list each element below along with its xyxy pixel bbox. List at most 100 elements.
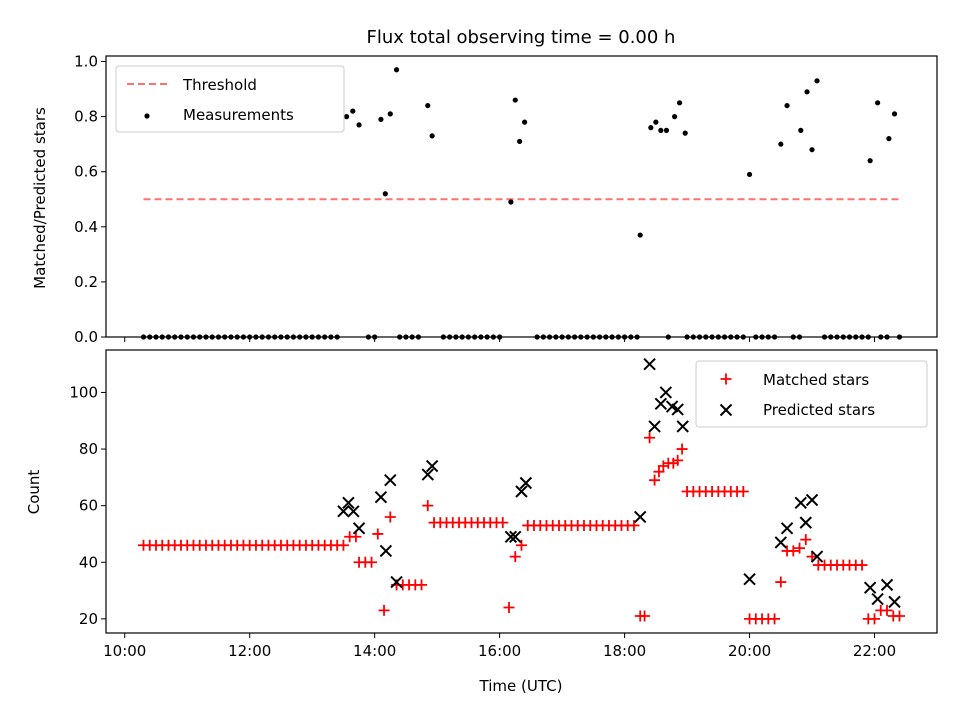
measurement-point [343, 114, 350, 120]
predicted-star-point [659, 386, 673, 399]
matched-star-point [422, 500, 434, 512]
measurement-point [658, 127, 664, 133]
chart-title: Flux total observing time = 0.00 h [367, 27, 676, 48]
matched-star-point [881, 604, 893, 616]
measurement-point [522, 119, 528, 125]
threshold-legend-label: Threshold [182, 76, 257, 94]
measurement-point [676, 100, 683, 106]
matched-star-point [378, 604, 390, 616]
measurement-point [814, 78, 820, 84]
predicted-star-point [425, 459, 439, 473]
y-tick-label: 0.2 [74, 273, 98, 291]
measurement-point [429, 133, 435, 139]
matched-star-point [497, 517, 509, 529]
matched-star-point [644, 432, 656, 444]
predicted-star-point [352, 522, 366, 535]
measurement-point [778, 141, 784, 147]
matched-star-point [653, 466, 665, 478]
matched-star-point [769, 613, 781, 625]
matched-star-point [416, 579, 428, 591]
y-tick-label: 20 [79, 610, 98, 628]
y-tick-label: 0.8 [74, 108, 98, 126]
matched-star-point [794, 542, 806, 554]
matched-star-point [676, 443, 688, 455]
bottom-legend-box [695, 360, 928, 428]
matched-star-point [894, 610, 906, 622]
measurement-point [425, 102, 431, 109]
x-tick-label: 18:00 [603, 642, 646, 660]
measurement-point [891, 111, 898, 117]
y-tick-label: 1.0 [74, 53, 98, 71]
count-panel: 20 40 60 80 100 10:00 12:00 14:00 16:00 18:00 20:0… [69, 349, 938, 660]
ratio-panel: 0.0 0.2 0.4 0.6 0.8 1.0 Threshold Measurements [74, 53, 938, 346]
x-tick-label: 10:00 [103, 642, 146, 660]
predicted-star-point [888, 595, 901, 609]
top-legend-box [115, 65, 345, 133]
predicted-star-point [880, 578, 894, 592]
predicted-star-point [648, 420, 661, 433]
predicted-star-point [871, 592, 884, 606]
measurement-point [886, 136, 892, 142]
matched-star-point [775, 576, 787, 588]
top-y-axis-label: Matched/Predicted stars [31, 107, 49, 289]
matched-star-point [503, 602, 515, 614]
predicted-star-point [374, 490, 388, 504]
x-tick-label: 12:00 [228, 642, 271, 660]
predicted-star-point [342, 496, 355, 510]
predicted-star-point [799, 516, 812, 529]
y-tick-label: 0.4 [74, 218, 98, 236]
matched-star-point [384, 511, 396, 523]
measurement-point [663, 127, 670, 133]
predicted-star-point [743, 573, 756, 586]
measurement-point [671, 114, 678, 120]
x-tick-label: 16:00 [478, 642, 521, 660]
x-tick-label: 14:00 [353, 642, 396, 660]
top-legend: Threshold Measurements [115, 65, 345, 133]
predicted-star-point [515, 485, 528, 498]
measurements-legend-label: Measurements [183, 106, 294, 124]
matched-legend-label: Matched stars [763, 371, 869, 389]
measurement-point [867, 158, 873, 164]
y-tick-label: 80 [79, 440, 98, 458]
bottom-legend: Matched stars Predicted stars [695, 360, 928, 428]
matched-star-point [787, 545, 799, 557]
measurement-point [653, 119, 659, 125]
y-tick-label: 0.0 [74, 328, 98, 346]
y-tick-label: 60 [79, 497, 98, 515]
measurement-point [512, 97, 518, 103]
matched-star-point [639, 610, 651, 622]
measurement-point [517, 138, 523, 145]
predicted-star-point [504, 530, 518, 543]
predicted-star-point [519, 476, 533, 490]
predicted-star-point [810, 550, 824, 563]
predicted-star-point [379, 544, 393, 558]
measurement-point [784, 102, 790, 109]
matched-star-point [737, 486, 749, 497]
predicted-star-point [390, 575, 403, 589]
matched-star-point [856, 559, 868, 571]
predicted-star-point [509, 530, 522, 543]
measurement-point [387, 111, 393, 117]
measurement-point [809, 147, 815, 153]
matched-star-point [372, 528, 384, 540]
predicted-star-point [794, 496, 807, 510]
measurement-point [508, 199, 514, 205]
matched-star-point [516, 539, 527, 551]
y-tick-label: 40 [79, 553, 98, 571]
measurement-point [682, 130, 688, 136]
predicted-star-point [337, 505, 350, 518]
matched-star-point [628, 519, 640, 531]
predicted-legend-swatch [719, 403, 733, 417]
predicted-star-point [774, 536, 788, 549]
predicted-star-point [654, 397, 668, 410]
predicted-star-point [634, 510, 647, 524]
matched-star-point [869, 613, 881, 625]
predicted-star-point [384, 473, 397, 487]
matched-star-point [366, 556, 378, 568]
matched-star-point [672, 454, 684, 466]
measurement-point [382, 191, 388, 197]
measurement-point [746, 171, 753, 178]
measurement-point [393, 67, 400, 73]
predicted-star-point [863, 581, 877, 594]
predicted-star-point [671, 403, 684, 416]
